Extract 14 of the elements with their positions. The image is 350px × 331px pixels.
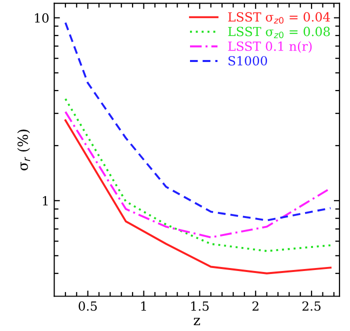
legend-label: LSST 0.1 n(r) xyxy=(228,41,312,53)
y-axis-title: σ$_{r}$ (%) xyxy=(17,130,30,170)
x-tick-label: 1.5 xyxy=(191,301,209,311)
x-axis-title: z xyxy=(194,318,200,326)
legend-label: LSST σ$_{z0}$ = 0.04 xyxy=(228,12,330,24)
y-tick-label: 10 xyxy=(35,13,49,23)
x-tick-label: 2.5 xyxy=(302,301,321,311)
legend-label: S1000 xyxy=(228,56,268,66)
x-tick-label: 2 xyxy=(252,301,258,311)
x-tick-label: 0.5 xyxy=(78,301,97,311)
line-series xyxy=(64,119,332,274)
line-series xyxy=(64,98,332,252)
x-tick-label: 1 xyxy=(141,301,146,311)
legend-label: LSST σ$_{z0}$ = 0.08 xyxy=(228,26,330,38)
